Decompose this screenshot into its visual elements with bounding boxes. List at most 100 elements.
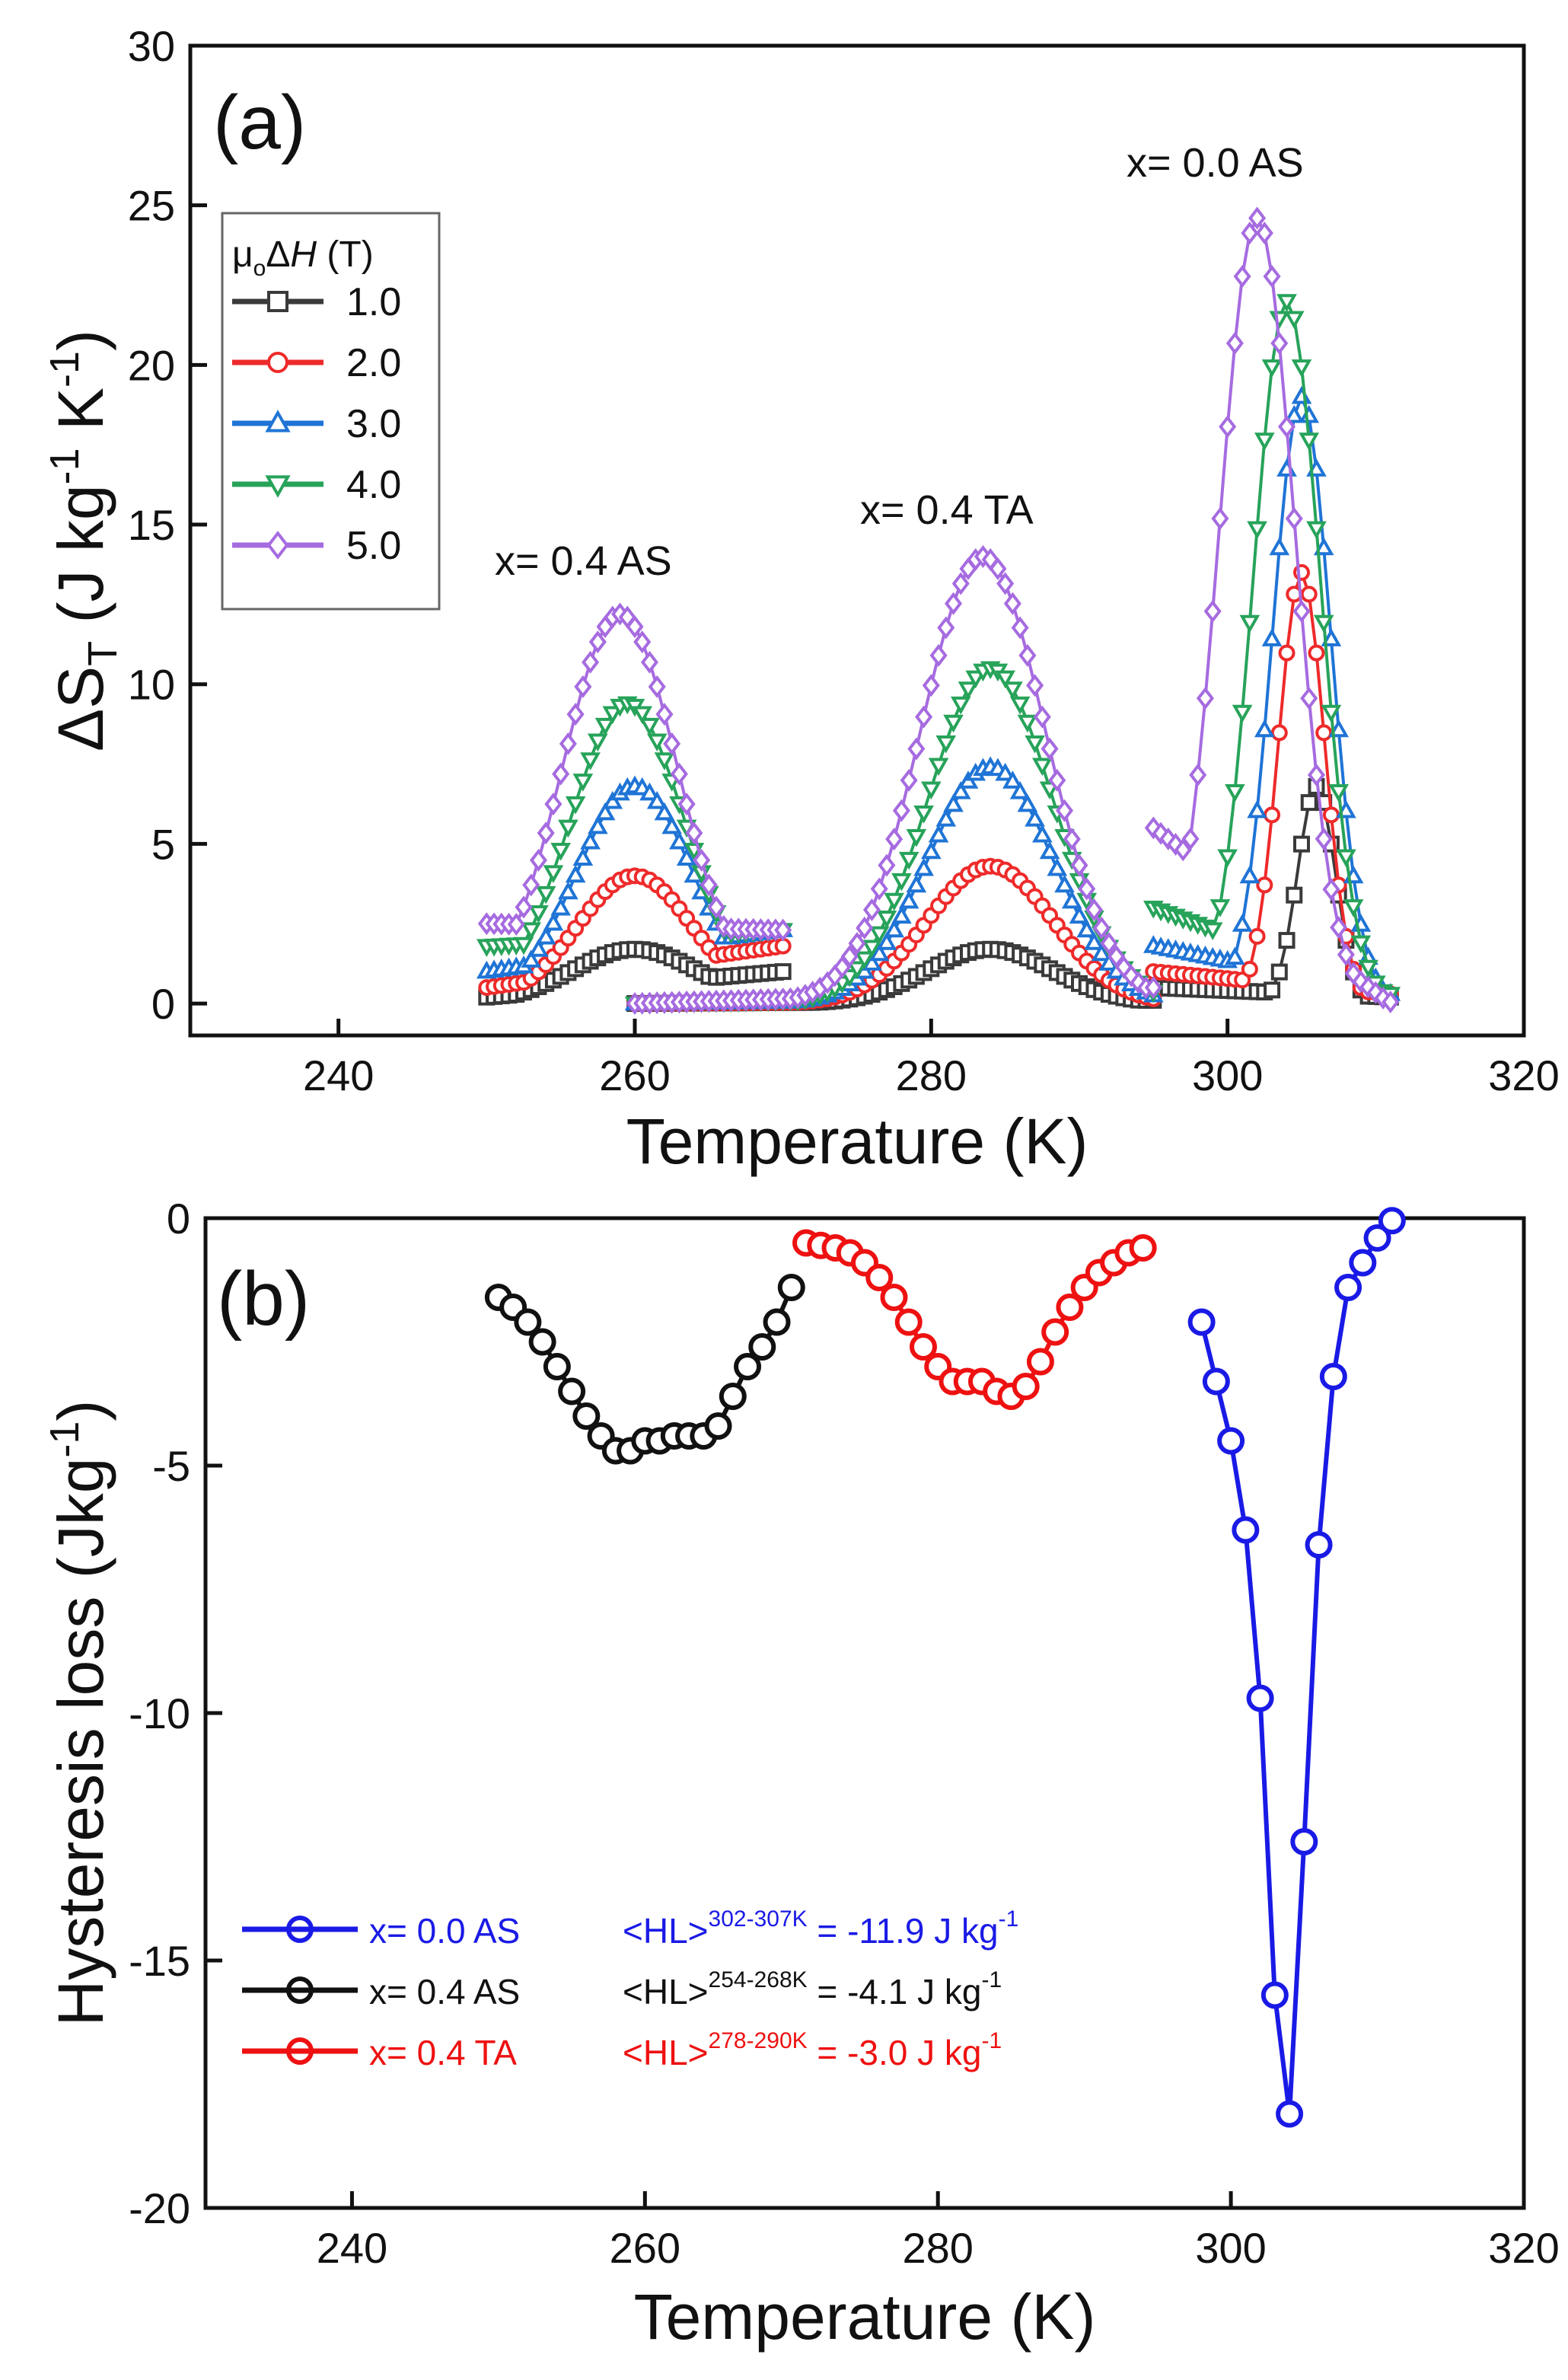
data-point — [1219, 415, 1237, 439]
data-point — [1358, 959, 1378, 978]
data-point — [1225, 783, 1245, 802]
data-point — [1285, 507, 1303, 531]
x-tick-label: 240 — [317, 2224, 387, 2272]
data-point — [1129, 1234, 1157, 1262]
data-point — [921, 781, 942, 800]
series-line — [1199, 1219, 1394, 2114]
legend-label: 2.0 — [346, 341, 401, 385]
data-point — [734, 1353, 762, 1380]
data-point — [898, 890, 919, 909]
data-point — [1322, 806, 1340, 824]
data-point — [1278, 415, 1296, 439]
data-point — [1056, 1294, 1084, 1321]
data-point — [1232, 914, 1253, 932]
data-point — [528, 1328, 556, 1356]
data-point — [574, 675, 592, 698]
data-point — [1255, 222, 1273, 245]
data-point — [528, 904, 549, 924]
data-point — [646, 733, 668, 752]
data-point — [594, 802, 616, 821]
data-point — [1261, 628, 1283, 646]
data-point — [639, 782, 660, 801]
y-tick-label: -5 — [152, 1442, 190, 1490]
data-point — [1254, 719, 1275, 738]
data-point — [1225, 331, 1244, 355]
data-point — [995, 762, 1015, 781]
data-point — [1307, 763, 1325, 786]
data-point — [1009, 696, 1031, 715]
data-point — [1018, 643, 1037, 667]
data-point — [572, 1402, 601, 1430]
data-point — [1239, 865, 1260, 884]
panel-b-y-ticks: 0 -5 -10 -15 -20 — [129, 1195, 222, 2232]
data-point — [1054, 874, 1075, 893]
data-point — [1349, 1249, 1377, 1277]
data-point — [559, 732, 577, 755]
x-tick-label: 320 — [1488, 2224, 1559, 2272]
legend-entry-1.0: 1.0 — [232, 280, 401, 324]
data-point — [1091, 943, 1112, 962]
data-point — [935, 808, 957, 827]
data-point — [1337, 943, 1355, 966]
data-point — [1203, 599, 1222, 623]
data-point — [1084, 932, 1104, 950]
data-point — [865, 1264, 894, 1291]
data-point — [921, 841, 942, 860]
data-point — [915, 705, 933, 729]
data-point — [958, 681, 979, 700]
legend-entry-5.0: 5.0 — [232, 524, 401, 568]
data-point — [1003, 592, 1021, 615]
data-point — [654, 752, 675, 770]
data-point — [588, 815, 608, 834]
data-point — [1217, 849, 1238, 868]
panel-a: 240 260 280 300 320 0 5 10 15 20 25 30 (a) x= 0.4 … — [42, 22, 1560, 1177]
panel-a-series — [476, 206, 1401, 1016]
data-point — [1270, 331, 1289, 355]
data-point — [1256, 876, 1273, 894]
data-point — [588, 733, 608, 752]
data-point — [513, 936, 534, 956]
data-point — [846, 961, 868, 980]
data-point — [1239, 614, 1260, 633]
data-point — [1283, 311, 1305, 330]
data-point — [935, 735, 957, 754]
data-point — [1350, 935, 1372, 954]
data-point — [661, 815, 682, 834]
data-point — [1276, 458, 1297, 477]
data-point — [1225, 946, 1245, 965]
data-point — [906, 828, 927, 847]
data-point — [748, 1333, 776, 1361]
data-point — [1313, 537, 1334, 556]
data-point — [1334, 1274, 1362, 1301]
data-point — [891, 873, 912, 892]
x-tick-label: 280 — [896, 1051, 967, 1099]
data-point — [1363, 1224, 1391, 1252]
data-point — [1293, 835, 1310, 853]
x-tick-label: 280 — [903, 2224, 974, 2272]
data-point — [1092, 916, 1111, 940]
data-point — [1336, 849, 1356, 868]
legend-entries: 1.0 2.0 3.0 4.0 5.0 — [232, 280, 401, 568]
x-tick-label: 260 — [599, 1051, 670, 1099]
legend-hl-x04-as: <HL>254-268K = -4.1 J kg-1 — [623, 1967, 1002, 2012]
data-point — [937, 616, 955, 640]
data-point — [654, 802, 675, 821]
data-point — [1319, 1363, 1347, 1390]
data-point — [1189, 763, 1207, 786]
data-point — [558, 819, 578, 838]
data-point — [1276, 294, 1297, 312]
data-point — [521, 922, 542, 940]
data-point — [1232, 704, 1253, 723]
data-point — [521, 949, 542, 968]
y-tick-label: 0 — [151, 980, 175, 1028]
data-point — [1308, 644, 1325, 662]
data-point — [1264, 981, 1281, 999]
y-tick-label: 30 — [128, 22, 175, 70]
data-point — [640, 650, 658, 674]
data-point — [535, 926, 556, 945]
data-point — [774, 918, 792, 942]
data-point — [580, 752, 601, 770]
legend-label-x00-as: x= 0.0 AS — [369, 1911, 520, 1951]
data-point — [1322, 878, 1340, 901]
data-point — [507, 913, 525, 936]
